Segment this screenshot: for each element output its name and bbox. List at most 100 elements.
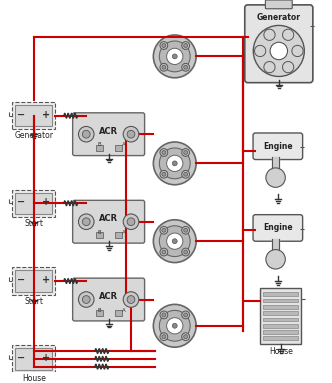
Text: B: B [97, 308, 101, 313]
Bar [263, 305, 298, 309]
Text: +: + [42, 197, 50, 207]
Text: B: B [97, 230, 101, 235]
FancyBboxPatch shape [253, 133, 303, 160]
Bar [116, 232, 122, 238]
Circle shape [184, 172, 188, 176]
Bar [15, 193, 52, 214]
Circle shape [172, 323, 177, 328]
Circle shape [127, 130, 135, 138]
Circle shape [153, 220, 196, 263]
Text: A: A [122, 230, 126, 235]
Circle shape [162, 228, 166, 232]
Text: +: + [42, 110, 50, 120]
Circle shape [162, 250, 166, 254]
Text: −: − [17, 353, 25, 363]
Circle shape [153, 304, 196, 347]
Circle shape [160, 311, 168, 319]
Circle shape [162, 172, 166, 176]
Circle shape [78, 214, 94, 229]
Text: Engine: Engine [263, 223, 292, 232]
Circle shape [123, 126, 139, 142]
Text: +: + [42, 353, 50, 363]
Circle shape [184, 228, 188, 232]
Circle shape [270, 42, 288, 60]
FancyBboxPatch shape [245, 5, 313, 83]
Text: House: House [22, 375, 46, 383]
Circle shape [160, 64, 168, 71]
Circle shape [127, 296, 135, 303]
Bar [263, 299, 298, 303]
Bar [15, 270, 52, 292]
Circle shape [182, 170, 190, 178]
Circle shape [78, 292, 94, 307]
Bar [12, 102, 55, 129]
FancyBboxPatch shape [253, 214, 303, 241]
Circle shape [184, 65, 188, 69]
Circle shape [160, 226, 168, 234]
Bar [263, 292, 298, 296]
Circle shape [184, 44, 188, 47]
Text: Engine: Engine [263, 142, 292, 151]
Circle shape [162, 65, 166, 69]
Circle shape [159, 41, 190, 72]
Circle shape [266, 168, 285, 187]
Circle shape [123, 292, 139, 307]
Circle shape [162, 151, 166, 154]
Circle shape [182, 64, 190, 71]
FancyBboxPatch shape [265, 0, 292, 9]
Bar [263, 311, 298, 315]
Circle shape [160, 333, 168, 340]
Text: ACR: ACR [99, 292, 118, 301]
Circle shape [82, 296, 90, 303]
Circle shape [162, 44, 166, 47]
FancyBboxPatch shape [73, 113, 145, 155]
Circle shape [167, 318, 183, 334]
Circle shape [182, 311, 190, 319]
Circle shape [167, 48, 183, 64]
Circle shape [184, 151, 188, 154]
Text: −: − [17, 197, 25, 207]
Circle shape [253, 25, 304, 77]
Text: A: A [122, 308, 126, 313]
Text: +: + [42, 275, 50, 285]
Circle shape [162, 313, 166, 317]
Text: House: House [269, 347, 293, 356]
Circle shape [182, 149, 190, 156]
Text: B: B [97, 142, 101, 147]
Circle shape [184, 335, 188, 339]
Circle shape [184, 313, 188, 317]
Circle shape [82, 130, 90, 138]
Text: ACR: ACR [99, 127, 118, 136]
Circle shape [160, 42, 168, 49]
Circle shape [123, 214, 139, 229]
Text: −: − [17, 275, 25, 285]
Text: Start: Start [24, 296, 43, 306]
Circle shape [172, 239, 177, 244]
Bar [116, 145, 122, 151]
Bar [15, 105, 52, 126]
Circle shape [160, 170, 168, 178]
Circle shape [167, 233, 183, 249]
Circle shape [172, 54, 177, 59]
Bar [263, 330, 298, 334]
Circle shape [182, 333, 190, 340]
Circle shape [172, 161, 177, 166]
Bar [15, 348, 52, 370]
Text: Generator: Generator [257, 13, 301, 22]
Circle shape [160, 248, 168, 256]
Bar [12, 190, 55, 217]
Circle shape [159, 226, 190, 257]
Circle shape [184, 250, 188, 254]
Text: ACR: ACR [99, 214, 118, 223]
Circle shape [78, 126, 94, 142]
Circle shape [153, 35, 196, 78]
Text: Start: Start [24, 219, 43, 228]
Bar [263, 337, 298, 340]
Circle shape [266, 250, 285, 269]
Circle shape [153, 142, 196, 185]
Bar [96, 145, 103, 151]
Bar [12, 267, 55, 295]
Circle shape [182, 248, 190, 256]
Circle shape [182, 42, 190, 49]
Bar [96, 310, 103, 316]
